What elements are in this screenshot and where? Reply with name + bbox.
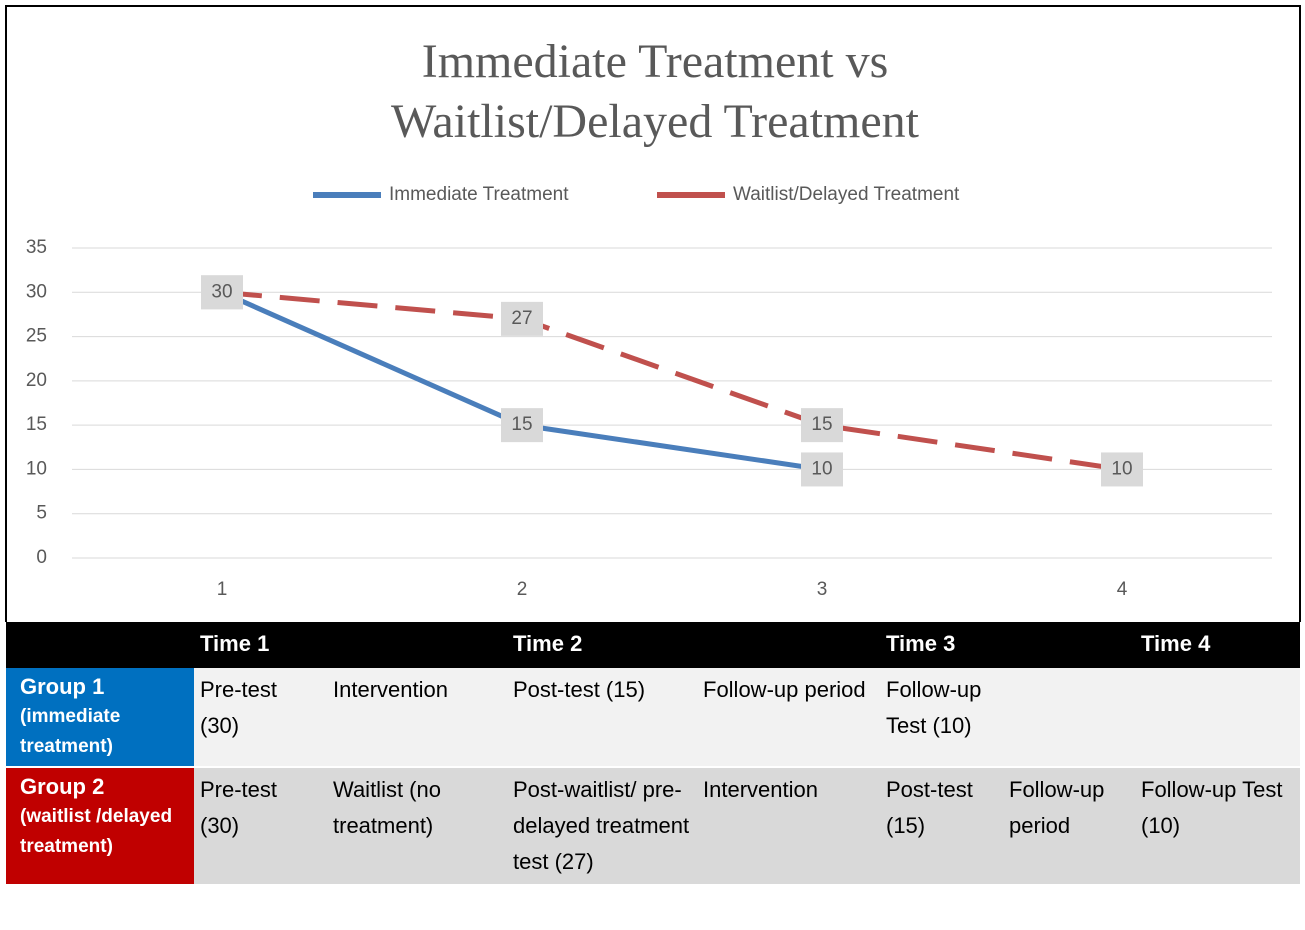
y-tick-label: 15 <box>26 414 47 435</box>
data-label-box <box>501 408 543 443</box>
data-label: 27 <box>511 308 532 329</box>
table-cell: Follow-up Test (10) <box>1141 777 1283 838</box>
header-cell <box>697 622 880 668</box>
table-cell: Post-waitlist/ pre-delayed treatment tes… <box>513 777 690 874</box>
data-label: 15 <box>811 414 832 435</box>
header-cell: Time 2 <box>507 622 697 668</box>
table-cell: Follow-up period <box>703 677 866 702</box>
table-row: Group 1 (immediate treatment) Pre-test (30… <box>6 668 1300 767</box>
group-name: Group 1 <box>20 674 105 699</box>
data-label-box <box>801 452 843 487</box>
table-cell: Post-test (15) <box>513 677 646 702</box>
group-cell: Group 1 (immediate treatment) <box>6 668 194 767</box>
table-cell <box>1003 668 1135 767</box>
y-tick-label: 10 <box>26 458 47 479</box>
x-tick-label: 2 <box>517 579 528 600</box>
y-tick-label: 0 <box>36 547 47 568</box>
data-label-box <box>501 301 543 336</box>
table-cell: Intervention <box>333 677 448 702</box>
x-tick-label: 4 <box>1117 579 1128 600</box>
header-cell <box>6 622 194 668</box>
header-cell: Time 1 <box>194 622 327 668</box>
series-line <box>221 289 1123 472</box>
y-tick-label: 25 <box>26 326 47 347</box>
table-cell: Waitlist (no treatment) <box>333 777 441 838</box>
y-tick-label: 20 <box>26 370 47 391</box>
table-row: Group 2 (waitlist /delayed treatment) Pre-… <box>6 767 1300 884</box>
table-cell: Intervention <box>703 777 818 802</box>
data-label-box <box>201 275 243 310</box>
table-cell <box>1135 668 1300 767</box>
table-cell: Pre-test (30) <box>200 677 278 738</box>
timeline-table: Time 1 Time 2 Time 3 Time 4 Group 1 (immediat… <box>6 622 1300 884</box>
header-cell <box>327 622 507 668</box>
frame <box>5 5 1301 622</box>
header-row: Time 1 Time 2 Time 3 Time 4 <box>6 622 1300 668</box>
data-label: 10 <box>811 458 832 479</box>
chart: 0 5 10 15 20 25 30 35 1 2 3 4 Immediate Treatment Wai… <box>5 5 1301 622</box>
header-cell: Time 4 <box>1135 622 1300 668</box>
group-note: (immediate treatment) <box>20 706 121 757</box>
x-tick-label: 3 <box>817 579 828 600</box>
chart-title: Immediate Treatment vs Waitlist/Delayed … <box>390 35 920 148</box>
header-cell <box>1003 622 1135 668</box>
x-tick-label: 1 <box>217 579 228 600</box>
header-cell: Time 3 <box>880 622 1003 668</box>
legend-label: Immediate Treatment <box>389 184 569 205</box>
group-cell: Group 2 (waitlist /delayed treatment) <box>6 767 194 884</box>
group-name: Group 2 <box>20 774 105 799</box>
data-label: 15 <box>511 414 532 435</box>
y-tick-label: 5 <box>36 503 47 524</box>
y-tick-label: 35 <box>26 237 47 258</box>
table-cell: Follow-up period <box>1009 777 1105 838</box>
table-cell: Pre-test (30) <box>200 777 278 838</box>
table-cell: Follow-up Test (10) <box>886 677 982 738</box>
group-note: (waitlist /delayed treatment) <box>20 806 173 857</box>
data-label: 30 <box>211 281 232 302</box>
data-label-box <box>1101 452 1143 487</box>
legend-label: Waitlist/Delayed Treatment <box>733 184 960 205</box>
data-label: 10 <box>1111 458 1132 479</box>
data-label-box <box>801 408 843 443</box>
y-tick-label: 30 <box>26 281 47 302</box>
table-cell: Post-test (15) <box>886 777 973 838</box>
